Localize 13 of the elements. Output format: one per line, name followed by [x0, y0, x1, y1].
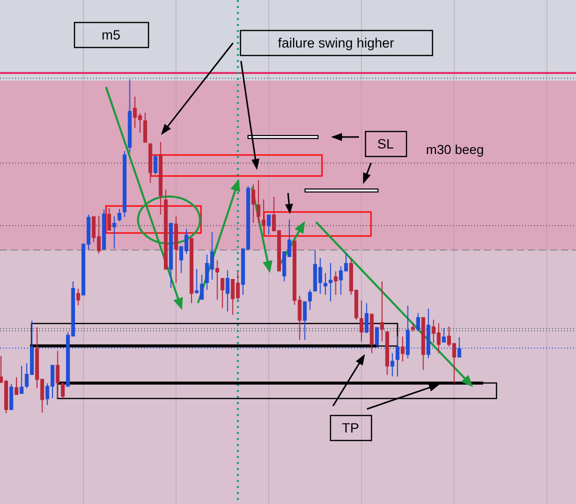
candlestick — [411, 323, 415, 332]
text: m5 — [102, 28, 120, 42]
text: failure swing higher — [278, 36, 395, 50]
candlestick — [215, 260, 220, 300]
annotation: SL — [377, 136, 394, 152]
candlestick — [256, 180, 260, 223]
candlestick — [262, 200, 266, 227]
candlestick — [324, 273, 328, 295]
candlestick — [20, 366, 24, 394]
band-label: m30 beeg — [426, 142, 484, 157]
candlestick — [380, 281, 384, 342]
text: TP — [342, 420, 360, 436]
candlestick — [328, 263, 332, 302]
